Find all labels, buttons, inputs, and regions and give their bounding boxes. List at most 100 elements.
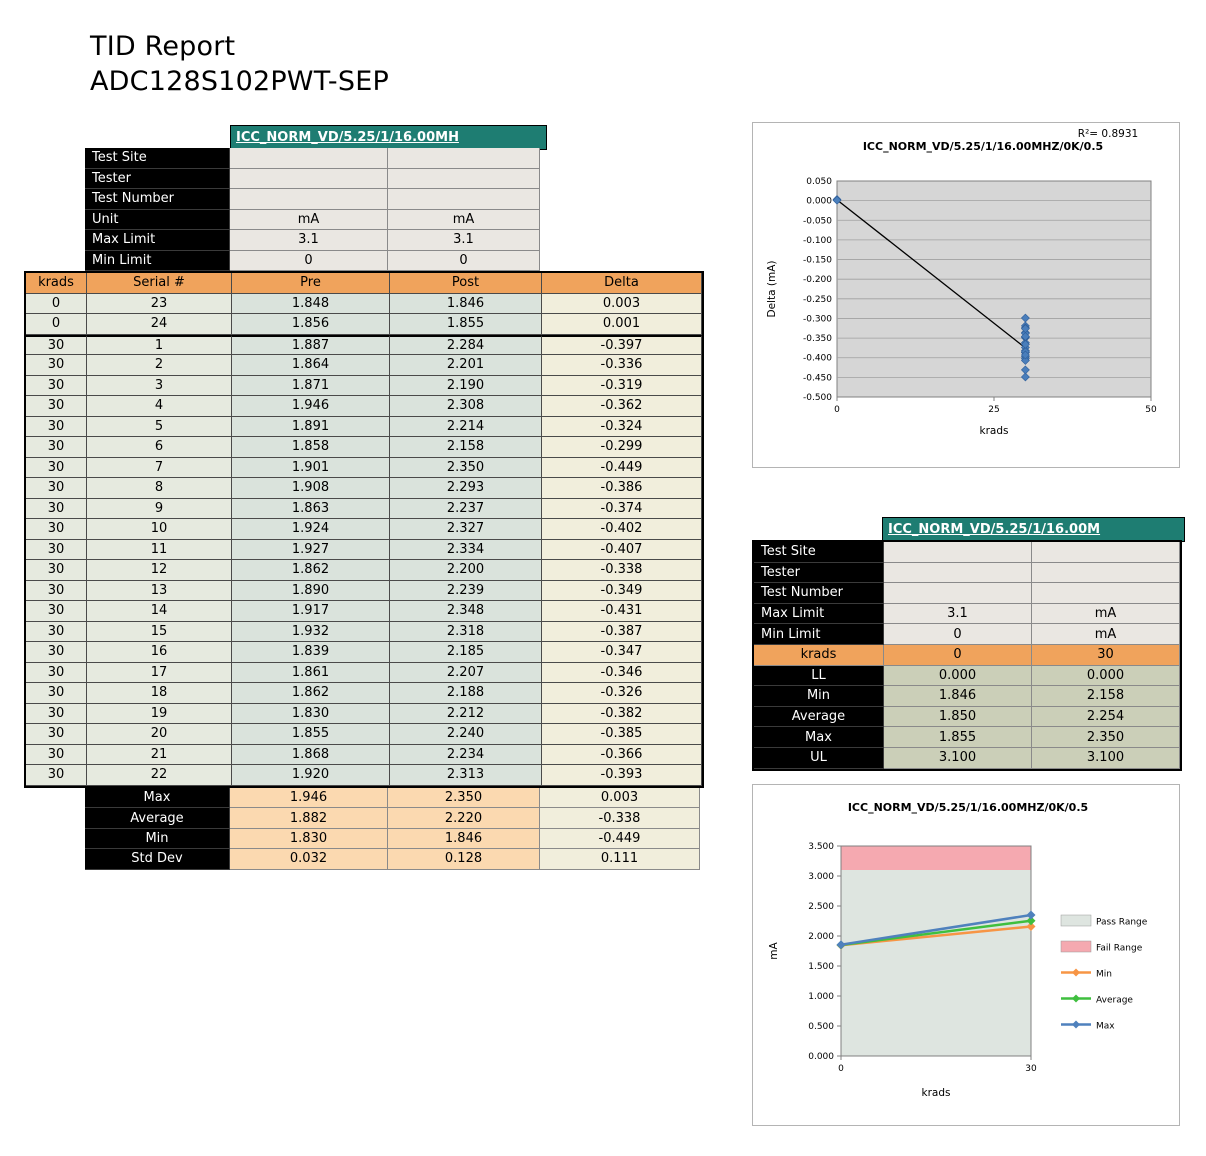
- stats-info-c1: [884, 562, 1032, 584]
- trend-line-svg: 0.000 0.500 1.000 1.500 2.000 2.500 3.000 3.500…: [768, 801, 1148, 1099]
- cell-post: 1.855: [390, 314, 542, 335]
- cell-pre: 1.924: [232, 519, 390, 540]
- cell-delta: 0.003: [542, 293, 702, 314]
- info-row-label: Test Number: [85, 189, 230, 210]
- cell-pre: 1.862: [232, 560, 390, 581]
- svg-text:-0.450: -0.450: [803, 373, 832, 383]
- trendline: [836, 199, 1026, 349]
- column-header: krads: [26, 273, 87, 294]
- cell-pre: 1.830: [232, 703, 390, 724]
- cell-post: 2.284: [390, 334, 542, 355]
- summary-label: Min: [85, 828, 230, 850]
- cell-krads: 30: [26, 519, 87, 540]
- stats-info-c2: mA: [1032, 624, 1180, 645]
- column-header: Pre: [232, 273, 390, 294]
- cell-krads: 30: [26, 683, 87, 704]
- cell-serial: 15: [87, 621, 232, 642]
- svg-text:2.500: 2.500: [808, 902, 834, 912]
- cell-delta: -0.402: [542, 519, 702, 540]
- cell-krads: 30: [26, 765, 87, 786]
- cell-serial: 20: [87, 724, 232, 745]
- cell-krads: 30: [26, 744, 87, 765]
- stats-info-c1: 0: [884, 624, 1032, 645]
- cell-post: 2.207: [390, 662, 542, 683]
- cell-post: 2.201: [390, 355, 542, 376]
- legend-label: Fail Range: [1096, 944, 1143, 954]
- stats-info-c2: [1032, 583, 1180, 604]
- svg-text:-0.400: -0.400: [803, 354, 832, 364]
- svg-text:0.000: 0.000: [808, 1052, 834, 1062]
- stats-info-c1: [884, 542, 1032, 563]
- column-header: Serial #: [87, 273, 232, 294]
- cell-pre: 1.932: [232, 621, 390, 642]
- cell-pre: 1.862: [232, 683, 390, 704]
- cell-serial: 18: [87, 683, 232, 704]
- r-squared-label: R²= 0.8931: [1078, 128, 1138, 140]
- cell-pre: 1.858: [232, 437, 390, 458]
- y-axis-label: mA: [768, 941, 780, 959]
- cell-delta: -0.349: [542, 580, 702, 601]
- cell-pre: 1.917: [232, 601, 390, 622]
- cell-delta: -0.326: [542, 683, 702, 704]
- stats-krads-c1: 0: [884, 644, 1032, 666]
- cell-delta: -0.407: [542, 539, 702, 560]
- stats-c2: 2.350: [1032, 727, 1180, 748]
- svg-text:3.000: 3.000: [808, 872, 834, 882]
- svg-text:0.000: 0.000: [806, 197, 832, 207]
- cell-pre: 1.901: [232, 457, 390, 478]
- info-post-value: mA: [388, 209, 540, 230]
- stats-row-label: Min: [754, 686, 884, 707]
- cell-post: 2.237: [390, 498, 542, 519]
- cell-serial: 22: [87, 765, 232, 786]
- info-post-value: [388, 168, 540, 189]
- cell-krads: 30: [26, 375, 87, 396]
- cell-post: 2.190: [390, 375, 542, 396]
- summary-post: 0.128: [388, 849, 540, 870]
- stats-row-label: Max: [754, 727, 884, 748]
- column-header: Post: [390, 273, 542, 294]
- cell-delta: -0.338: [542, 560, 702, 581]
- svg-text:-0.350: -0.350: [803, 334, 832, 344]
- cell-pre: 1.848: [232, 293, 390, 314]
- svg-text:-0.500: -0.500: [803, 393, 832, 403]
- stats-info-c2: [1032, 542, 1180, 563]
- cell-post: 2.348: [390, 601, 542, 622]
- legend-label: Max: [1096, 1022, 1115, 1032]
- summary-pre: 1.830: [230, 828, 388, 850]
- info-row-label: Tester: [85, 168, 230, 189]
- cell-pre: 1.927: [232, 539, 390, 560]
- cell-krads: 30: [26, 601, 87, 622]
- cell-serial: 2: [87, 355, 232, 376]
- cell-post: 2.327: [390, 519, 542, 540]
- cell-krads: 30: [26, 478, 87, 499]
- cell-krads: 30: [26, 437, 87, 458]
- stats-info-c2: mA: [1032, 603, 1180, 625]
- svg-text:3.500: 3.500: [808, 842, 834, 852]
- cell-krads: 30: [26, 416, 87, 437]
- summary-delta: -0.449: [540, 828, 700, 850]
- stats-krads-label: krads: [754, 644, 884, 666]
- stats-c1: 0.000: [884, 665, 1032, 687]
- fail-range-band: [841, 846, 1031, 870]
- cell-pre: 1.856: [232, 314, 390, 335]
- stats-info-label: Test Site: [754, 542, 884, 563]
- main-summary-table: Max 1.946 2.350 0.003 Average 1.882 2.220 -0.33…: [85, 788, 700, 870]
- info-row-label: Max Limit: [85, 230, 230, 251]
- summary-label: Max: [85, 788, 230, 809]
- cell-krads: 30: [26, 621, 87, 642]
- svg-text:50: 50: [1145, 405, 1157, 415]
- cell-krads: 30: [26, 334, 87, 355]
- summary-label: Std Dev: [85, 849, 230, 870]
- cell-krads: 30: [26, 355, 87, 376]
- cell-krads: 30: [26, 662, 87, 683]
- cell-delta: -0.336: [542, 355, 702, 376]
- column-header: Delta: [542, 273, 702, 294]
- cell-krads: 30: [26, 498, 87, 519]
- svg-text:-0.050: -0.050: [803, 216, 832, 226]
- cell-serial: 17: [87, 662, 232, 683]
- cell-pre: 1.946: [232, 396, 390, 417]
- summary-post: 2.350: [388, 788, 540, 809]
- svg-text:0.500: 0.500: [808, 1022, 834, 1032]
- cell-pre: 1.887: [232, 334, 390, 355]
- svg-text:-0.250: -0.250: [803, 295, 832, 305]
